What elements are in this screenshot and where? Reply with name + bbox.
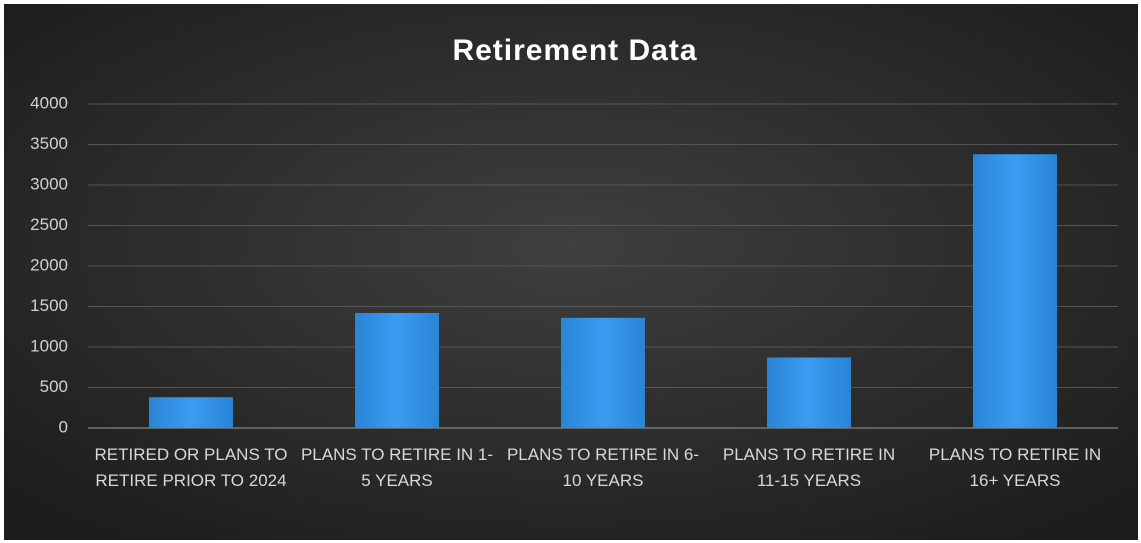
x-tick-label: PLANS TO RETIRE IN 16+ YEARS xyxy=(928,445,1102,490)
bar xyxy=(561,317,645,428)
y-tick-label: 1500 xyxy=(30,296,68,315)
bar xyxy=(149,397,233,428)
bar xyxy=(767,357,851,428)
y-tick-label: 3500 xyxy=(30,134,68,153)
y-tick-label: 2000 xyxy=(30,255,68,274)
x-tick-label: PLANS TO RETIRE IN 11-15 YEARS xyxy=(722,445,896,490)
y-tick-label: 1000 xyxy=(30,336,68,355)
x-tick-label: PLANS TO RETIRE IN 1-5 YEARS xyxy=(300,445,494,490)
y-tick-label: 4000 xyxy=(30,93,68,112)
x-tick-label: RETIRED OR PLANS TO RETIRE PRIOR TO 2024 xyxy=(94,445,288,490)
bar xyxy=(973,154,1057,428)
x-tick-label: PLANS TO RETIRE IN 6-10 YEARS xyxy=(506,445,700,490)
y-tick-label: 2500 xyxy=(30,215,68,234)
bar xyxy=(355,312,439,428)
background xyxy=(4,4,1138,540)
y-tick-label: 0 xyxy=(59,417,68,436)
chart-title: Retirement Data xyxy=(452,34,697,67)
y-tick-label: 500 xyxy=(40,377,68,396)
y-tick-label: 3000 xyxy=(30,174,68,193)
